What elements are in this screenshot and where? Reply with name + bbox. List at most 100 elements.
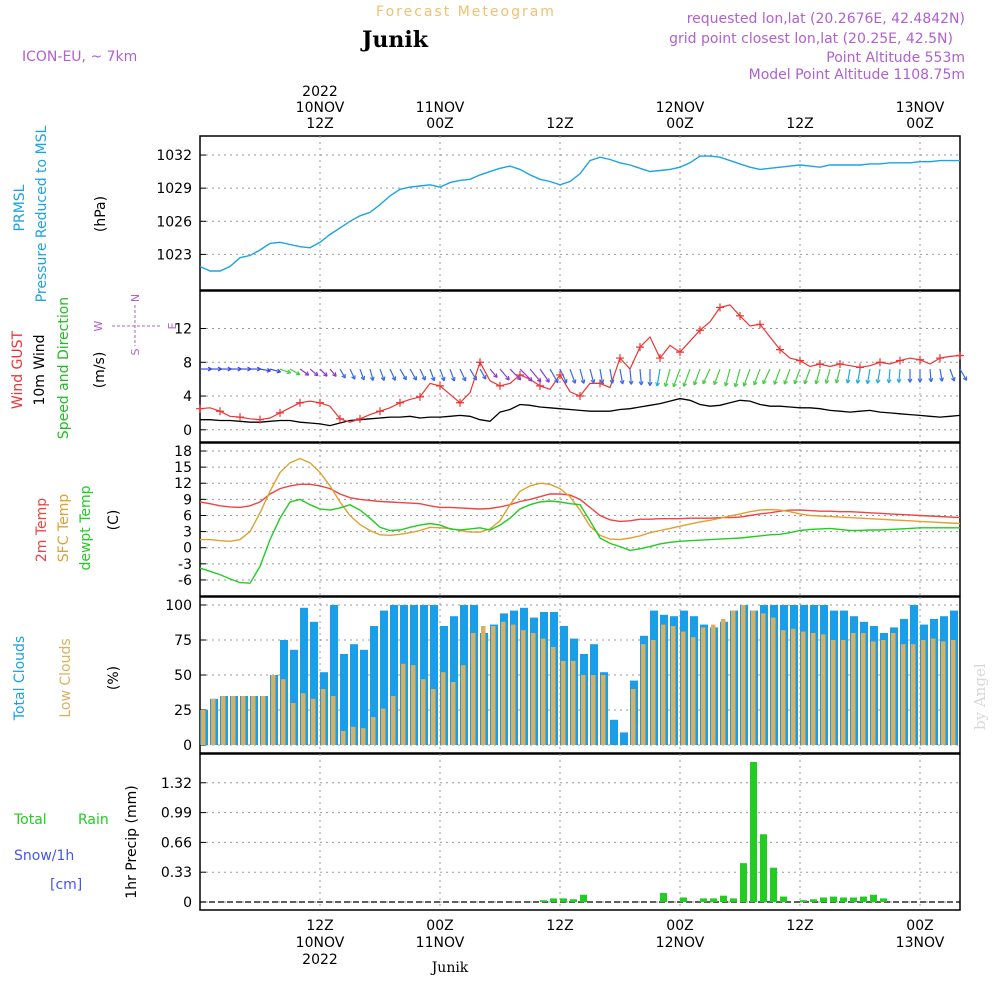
bottom-time-label: 11NOV xyxy=(416,935,465,951)
low-cloud-bar xyxy=(321,689,326,745)
gust-marker xyxy=(776,345,784,354)
compass-s: S xyxy=(129,348,142,355)
requested-coords: requested lon,lat (20.2676E, 42.4842N) xyxy=(687,11,965,27)
wind-speed-line xyxy=(200,397,961,427)
wind-arrow-head xyxy=(536,377,542,383)
clouds-unit: (%) xyxy=(106,666,122,690)
ytick-label: 12 xyxy=(174,476,192,492)
low-cloud-bar xyxy=(901,644,906,745)
wind-arrow-head xyxy=(332,372,337,377)
low-cloud-bar xyxy=(371,717,376,745)
ytick-label: 12 xyxy=(174,322,192,338)
snow-unit: [cm] xyxy=(50,877,82,893)
wind-direction-arrow xyxy=(876,368,881,384)
total-cloud-bar xyxy=(390,605,398,745)
wind-arrow-head xyxy=(304,371,310,376)
wind-arrow-head xyxy=(845,379,851,384)
gust-marker xyxy=(476,358,484,367)
wind-arrow-head xyxy=(360,375,366,381)
model-label: ICON-EU, ~ 7km xyxy=(22,49,137,65)
wind-direction-arrow xyxy=(409,368,417,381)
low-cloud-bar xyxy=(441,672,446,745)
wind-direction-arrow xyxy=(929,368,932,382)
ytick-label: -6 xyxy=(178,573,192,589)
wind-arrow-head xyxy=(619,380,625,385)
wind-arrow-head xyxy=(351,375,356,380)
ytick-label: 1.32 xyxy=(161,776,192,792)
low-cloud-bar xyxy=(691,637,696,745)
wind-direction-arrow xyxy=(419,368,426,381)
wind-direction-arrow xyxy=(339,368,346,379)
compass-rose: N W E S xyxy=(92,294,179,356)
wind-direction-arrow xyxy=(713,368,721,385)
bottom-time-label: 2022 xyxy=(302,952,338,968)
low-cloud-bar xyxy=(671,626,676,745)
wind-arrow-head xyxy=(803,379,808,385)
total-cloud-bar xyxy=(300,607,308,745)
wind-arrow-head xyxy=(752,380,758,386)
low-cloud-bar xyxy=(201,710,206,745)
precip-unit: 1hr Precip (mm) xyxy=(124,785,140,898)
precip-bar xyxy=(880,898,887,902)
low-cloud-bar xyxy=(401,663,406,745)
wind-arrow-head xyxy=(682,382,688,387)
precip-bar xyxy=(570,899,577,902)
gust-marker xyxy=(536,381,544,390)
compass-e: E xyxy=(166,322,179,329)
low-cloud-bar xyxy=(421,679,426,745)
low-cloud-bar xyxy=(591,675,596,745)
wind-direction-arrow xyxy=(794,368,801,385)
precip-bar xyxy=(850,897,857,902)
low-cloud-bar xyxy=(341,731,346,745)
gust-marker xyxy=(736,311,744,320)
gust-marker xyxy=(276,408,284,417)
precip-bar xyxy=(760,834,767,902)
gust-marker xyxy=(456,398,464,407)
precip-bar xyxy=(860,896,867,902)
low-cloud-bar xyxy=(411,665,416,745)
low-cloud-bar xyxy=(511,624,516,745)
wind-direction-arrow xyxy=(499,368,510,381)
total-cloud-bar xyxy=(350,644,358,745)
total-cloud-bar xyxy=(450,616,458,745)
gridpoint-coords: grid point closest lon,lat (20.25E, 42.5… xyxy=(669,31,953,47)
ytick-label: 15 xyxy=(174,460,192,476)
footer-location: Junik xyxy=(430,960,469,976)
ytick-label: 0 xyxy=(183,423,192,439)
gust-marker xyxy=(576,392,584,401)
low-cloud-bar xyxy=(301,693,306,745)
precip-bar xyxy=(710,898,717,902)
low-cloud-bar xyxy=(211,698,216,745)
wind-arrow-head xyxy=(580,379,586,384)
low-cloud-bar xyxy=(361,728,366,745)
wind-direction-arrow xyxy=(289,368,301,376)
compass-w: W xyxy=(92,320,105,331)
low-cloud-bar xyxy=(241,696,246,745)
low-cloud-bar xyxy=(881,640,886,745)
pressure-label-2: Pressure Reduced to MSL xyxy=(34,125,50,302)
wind-gust-label: Wind GUST xyxy=(10,330,26,409)
wind-direction-arrow xyxy=(656,368,661,387)
low-cloud-bar xyxy=(731,610,736,745)
gust-marker xyxy=(896,356,904,365)
wind-direction-arrow xyxy=(743,368,751,387)
low-cloud-bar xyxy=(291,703,296,745)
wind-arrow-head xyxy=(762,379,767,385)
precip-bar xyxy=(540,900,547,902)
wind-direction-arrow xyxy=(609,368,614,384)
wind-direction-arrow xyxy=(529,368,542,383)
top-time-label: 12Z xyxy=(786,116,813,132)
low-cloud-bar xyxy=(861,633,866,745)
low-cloud-bar xyxy=(771,617,776,745)
wind-arrow-head xyxy=(638,381,644,386)
wind-direction-arrow xyxy=(629,368,632,385)
wind-arrow-head xyxy=(505,375,510,381)
wind-arrow-head xyxy=(928,377,934,383)
low-cloud-bar xyxy=(811,633,816,745)
temp-unit: (C) xyxy=(106,510,122,531)
temp-dewpt-label: dewpt Temp xyxy=(78,485,94,570)
total-cloud-bar xyxy=(380,610,388,745)
low-cloud-bar xyxy=(541,638,546,745)
wind-direction-arrow xyxy=(783,368,791,385)
total-clouds-label: Total Clouds xyxy=(12,636,28,721)
